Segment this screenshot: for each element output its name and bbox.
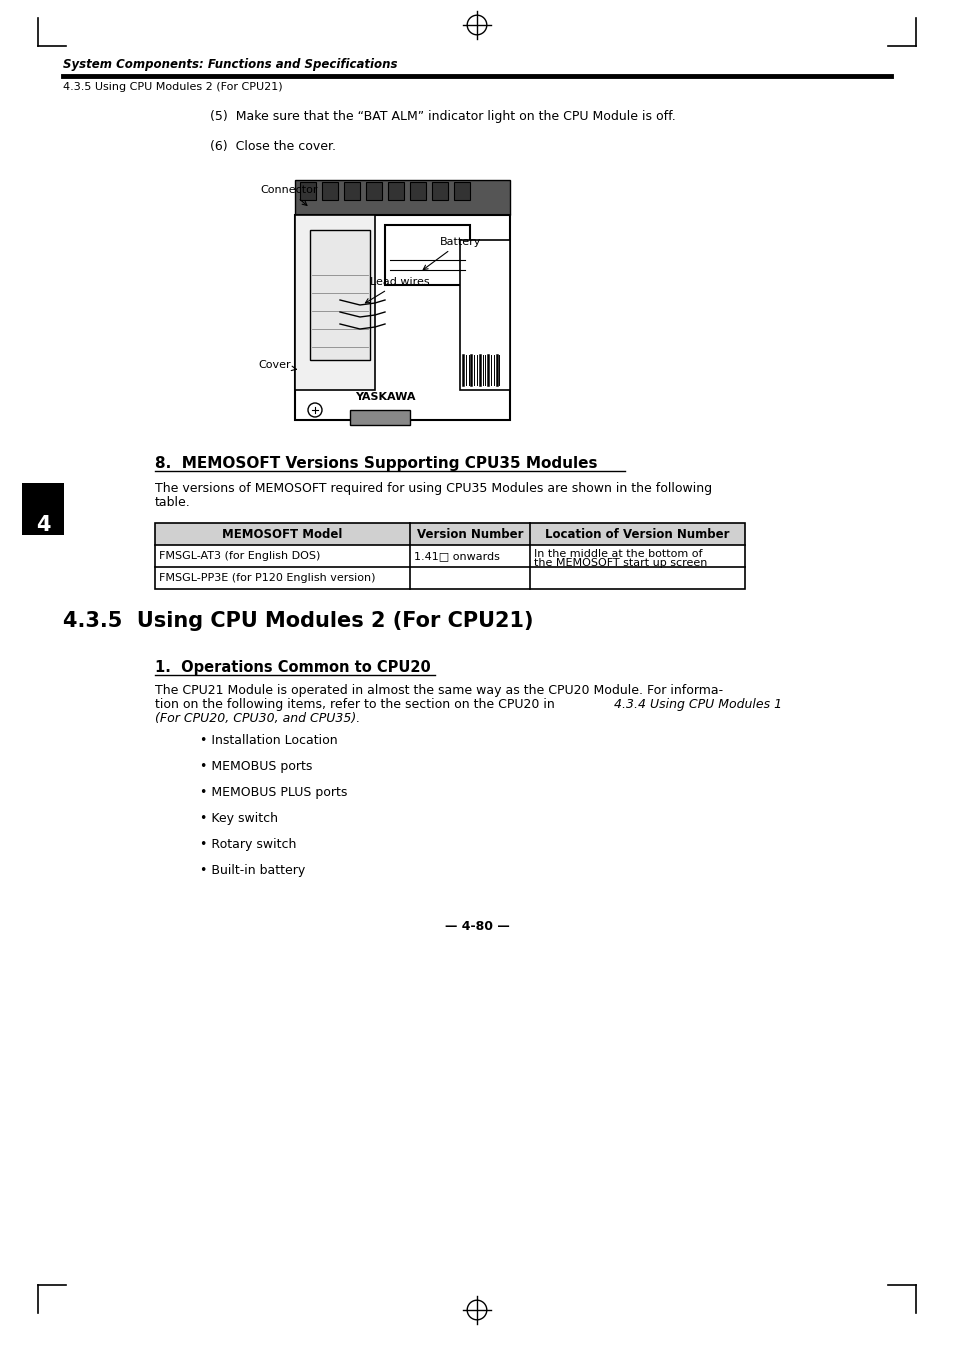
Text: 4.3.5  Using CPU Modules 2 (For CPU21): 4.3.5 Using CPU Modules 2 (For CPU21): [63, 611, 533, 631]
Text: Connector: Connector: [260, 185, 317, 205]
Text: FMSGL-PP3E (for P120 English version): FMSGL-PP3E (for P120 English version): [159, 573, 375, 584]
Bar: [310, 230, 370, 359]
Bar: [294, 215, 510, 420]
Text: Version Number: Version Number: [416, 527, 522, 540]
Text: Cover: Cover: [257, 359, 296, 370]
Text: table.: table.: [154, 496, 191, 509]
Bar: [344, 182, 359, 200]
Text: the MEMOSOFT start up screen: the MEMOSOFT start up screen: [534, 558, 706, 567]
Text: MEMOSOFT Model: MEMOSOFT Model: [222, 527, 342, 540]
Text: 4.3.5 Using CPU Modules 2 (For CPU21): 4.3.5 Using CPU Modules 2 (For CPU21): [63, 82, 282, 92]
Text: FMSGL-AT3 (for English DOS): FMSGL-AT3 (for English DOS): [159, 551, 320, 561]
Text: 1.41□ onwards: 1.41□ onwards: [414, 551, 499, 561]
Bar: [410, 182, 426, 200]
Text: — 4-80 —: — 4-80 —: [444, 920, 509, 934]
Text: YASKAWA: YASKAWA: [355, 392, 416, 403]
Bar: [294, 215, 375, 390]
Text: tion on the following items, refer to the section on the CPU20 in: tion on the following items, refer to th…: [154, 698, 558, 711]
Bar: [322, 182, 337, 200]
Text: Battery: Battery: [423, 236, 481, 270]
Text: Location of Version Number: Location of Version Number: [545, 527, 729, 540]
Bar: [154, 523, 744, 544]
Bar: [388, 182, 403, 200]
Text: 1.  Operations Common to CPU20: 1. Operations Common to CPU20: [154, 661, 431, 676]
Bar: [432, 182, 448, 200]
Bar: [366, 182, 381, 200]
Bar: [350, 409, 410, 426]
Bar: [154, 523, 744, 589]
Text: • Rotary switch: • Rotary switch: [200, 838, 296, 851]
Text: Lead wires: Lead wires: [365, 277, 429, 303]
Text: The CPU21 Module is operated in almost the same way as the CPU20 Module. For inf: The CPU21 Module is operated in almost t…: [154, 684, 722, 697]
Text: 8.  MEMOSOFT Versions Supporting CPU35 Modules: 8. MEMOSOFT Versions Supporting CPU35 Mo…: [154, 457, 597, 471]
Text: 4: 4: [35, 515, 51, 535]
Circle shape: [308, 403, 322, 417]
Text: In the middle at the bottom of: In the middle at the bottom of: [534, 549, 701, 559]
Text: The versions of MEMOSOFT required for using CPU35 Modules are shown in the follo: The versions of MEMOSOFT required for us…: [154, 482, 711, 494]
Bar: [459, 240, 510, 390]
Bar: [385, 226, 470, 285]
Bar: [294, 180, 510, 215]
Text: • MEMOBUS PLUS ports: • MEMOBUS PLUS ports: [200, 786, 347, 798]
Text: • Installation Location: • Installation Location: [200, 734, 337, 747]
Text: • Built-in battery: • Built-in battery: [200, 865, 305, 877]
Text: • MEMOBUS ports: • MEMOBUS ports: [200, 761, 312, 773]
Text: • Key switch: • Key switch: [200, 812, 277, 825]
Text: (6)  Close the cover.: (6) Close the cover.: [210, 141, 335, 153]
Text: System Components: Functions and Specifications: System Components: Functions and Specifi…: [63, 58, 397, 72]
Text: 4.3.4 Using CPU Modules 1: 4.3.4 Using CPU Modules 1: [614, 698, 781, 711]
Bar: [22, 484, 64, 535]
Text: (5)  Make sure that the “BAT ALM” indicator light on the CPU Module is off.: (5) Make sure that the “BAT ALM” indicat…: [210, 109, 675, 123]
Text: (For CPU20, CPU30, and CPU35).: (For CPU20, CPU30, and CPU35).: [154, 712, 360, 725]
Bar: [454, 182, 470, 200]
Bar: [299, 182, 315, 200]
